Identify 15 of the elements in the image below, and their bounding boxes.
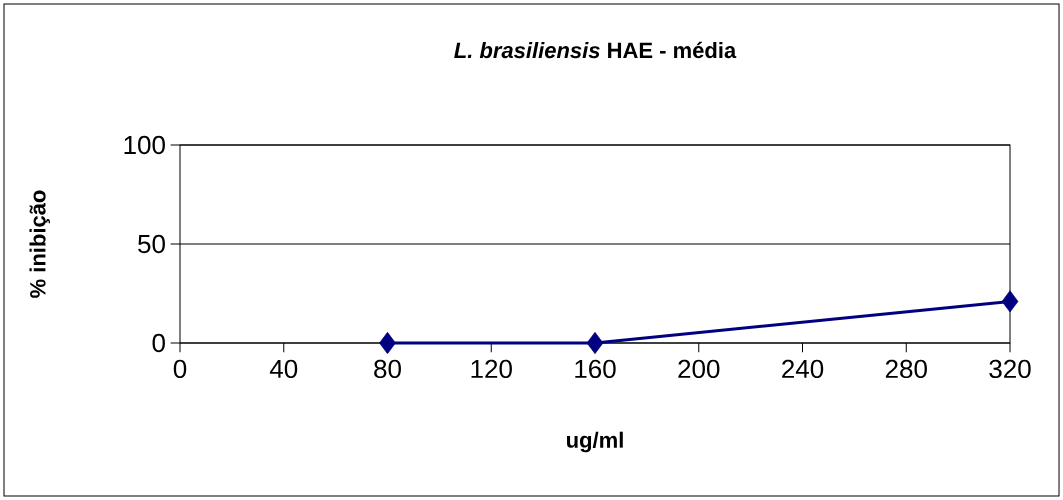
- x-tick-label: 80: [374, 359, 401, 379]
- x-tick-label: 240: [782, 359, 824, 379]
- x-tick-label: 320: [989, 359, 1031, 379]
- x-axis-title: ug/ml: [567, 431, 623, 453]
- y-tick-label: 100: [124, 135, 165, 155]
- y-axis-title: % inibição: [29, 190, 50, 298]
- x-tick-label: 40: [269, 359, 298, 379]
- x-tick-label: 120: [471, 359, 512, 379]
- chart-title: L. brasiliensis HAE - média: [454, 41, 737, 59]
- y-tick-label: 0: [152, 333, 165, 353]
- x-tick-label: 0: [173, 359, 187, 379]
- x-tick-label: 200: [678, 359, 720, 379]
- y-tick-label: 50: [138, 234, 165, 254]
- x-tick-label: 280: [885, 359, 927, 379]
- x-tick-label: 160: [575, 359, 616, 379]
